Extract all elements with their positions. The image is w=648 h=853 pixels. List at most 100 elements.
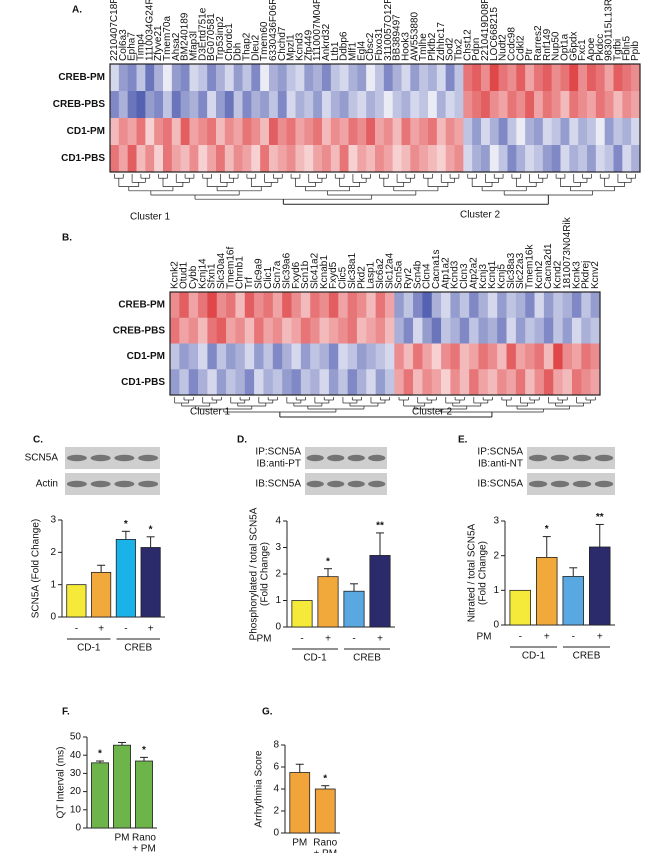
gene-label: Fbln5 [621,36,632,61]
heatmap-cell [328,343,339,370]
heatmap-cell [347,317,358,344]
heatmap-cell [216,91,226,119]
heatmap-cell [450,369,461,396]
significance-star: ** [376,521,384,532]
heatmap-cell [515,343,526,370]
significance-star: * [98,749,102,760]
gene-label: 3110057O12Rik [383,0,394,61]
heatmap-cell [313,91,323,119]
gene-label: 1110007M04Rik [312,0,323,61]
heatmap-cell [198,343,208,370]
heatmap-cell [375,145,385,173]
heatmap-cell [233,118,243,146]
heatmap-cell [515,317,526,344]
heatmap-cell [277,64,287,92]
heatmap-cell [216,317,227,344]
heatmap-cell [463,64,473,92]
y-axis-label: (Fold Change) [478,541,489,605]
x-tick-label: + [377,634,383,645]
heatmap-cell [254,317,264,344]
blot-band [66,454,87,462]
heatmap-cell [110,118,120,146]
heatmap-cell [277,145,287,173]
heatmap-cell [497,369,507,396]
heatmap-cell [385,292,395,319]
y-tick-label: 2 [273,806,279,817]
heatmap-cell [375,343,386,370]
gene-label: Chrnb1 [235,256,246,289]
heatmap-cell [338,317,348,344]
heatmap-cell [272,343,283,370]
bar [291,600,313,628]
heatmap-cell [171,118,181,146]
y-tick-label: 20 [70,786,82,797]
heatmap-cell [198,317,208,344]
y-tick-label: 3 [493,516,499,527]
heatmap-cell [313,64,323,92]
gene-label: Sod2 [445,37,456,61]
heatmap-cell [145,64,155,92]
blot [65,473,160,495]
heatmap-cell [441,369,451,396]
blot-band [306,480,324,488]
heatmap-cell [469,343,479,370]
heatmap-cell [595,145,605,173]
heatmap-cell [534,64,544,92]
heatmap-cell [310,343,320,370]
group-label: CD-1 [303,653,327,664]
heatmap-cell [366,317,376,344]
heatmap-cell [507,64,517,92]
heatmap-cell [216,64,226,92]
heatmap-cell [189,118,199,146]
heatmap-cell [348,145,358,173]
heatmap-cell [180,118,190,146]
heatmap-cell [385,369,395,396]
y-tick-label: 4 [273,784,279,795]
gene-label: Ddbp6 [339,31,350,61]
heatmap-cell [543,369,554,396]
heatmap-cell [534,145,544,173]
x-tick-label: + PM [313,849,337,853]
bar [589,546,611,626]
heatmap-cell [525,369,535,396]
heatmap-cell [338,369,348,396]
gene-label: Tbx2 [454,38,465,61]
panel-letter: G. [262,707,273,718]
heatmap-cell [118,91,128,119]
gene-label: Rarres2 [533,25,544,61]
heatmap-cell [198,91,208,119]
y-tick-label: 0 [50,612,56,623]
heatmap-cell [154,118,164,146]
y-axis-label: QT Interval (ms) [56,746,67,818]
gene-label: Mpzl1 [286,34,297,61]
x-tick-label: Rano [132,833,156,844]
heatmap-cell [428,118,438,146]
heatmap-cell [171,145,181,173]
heatmap-cell [516,91,526,119]
heatmap-cell [304,91,314,119]
heatmap-cell [472,145,482,173]
gene-label: Ltb1 [330,41,341,61]
blot-label: SCN5A [25,453,59,464]
gene-label: 1110034G24Rik [144,0,155,61]
heatmap-cell [525,343,535,370]
heatmap-cell [366,118,376,146]
bar [91,762,109,829]
heatmap-cell [235,317,246,344]
heatmap-cell [631,145,641,173]
gene-label: Kcnq1 [487,260,498,289]
y-tick-label: 50 [70,732,82,743]
heatmap-cell [198,145,208,173]
heatmap-cell [581,317,591,344]
gene-label: Ptr [524,48,535,61]
group-label: CREB [124,643,152,654]
gene-label: LOC668215 [489,7,500,61]
gene-label: Kcnj3 [478,264,489,289]
heatmap-cell [110,145,120,173]
heatmap-cell [383,118,393,146]
blot-band [572,480,592,488]
heatmap-cell [498,64,508,92]
heatmap-cell [553,292,563,319]
heatmap-cell [383,64,393,92]
heatmap-cell [304,64,314,92]
